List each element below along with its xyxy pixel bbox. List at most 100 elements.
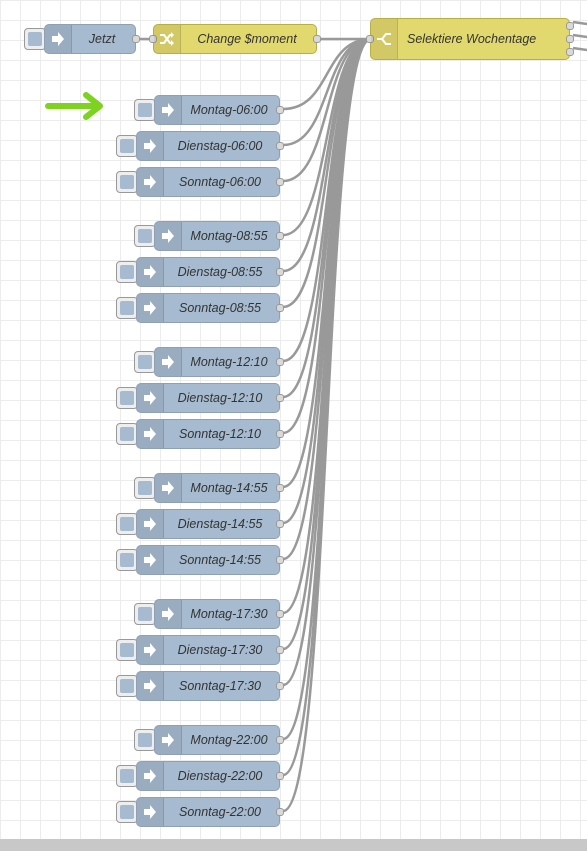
arrow-in-icon [137,762,164,790]
output-port[interactable] [276,556,284,564]
inject-node[interactable]: Dienstag-08:55 [136,257,284,287]
input-port[interactable] [366,35,374,43]
wire [282,37,372,309]
output-port[interactable] [276,430,284,438]
output-port-1[interactable] [566,22,574,30]
node-label: Sonntag-06:00 [178,175,261,189]
node-label: Change $moment [197,32,297,46]
output-port-3[interactable] [566,48,574,56]
inject-node[interactable]: Sonntag-22:00 [136,797,284,827]
arrow-in-icon [137,132,164,160]
wire [282,37,372,741]
inject-node[interactable]: Montag-08:55 [154,221,284,251]
inject-trigger-button[interactable] [116,171,138,193]
output-port[interactable] [276,178,284,186]
arrow-in-icon [137,258,164,286]
inject-node[interactable]: Montag-14:55 [154,473,284,503]
inject-node[interactable]: Sonntag-14:55 [136,545,284,575]
inject-trigger-button[interactable] [116,423,138,445]
inject-trigger-button[interactable] [116,261,138,283]
inject-trigger-button[interactable] [116,513,138,535]
inject-node[interactable]: Sonntag-06:00 [136,167,284,197]
inject-node[interactable]: Montag-06:00 [154,95,284,125]
node-label: Sonntag-14:55 [178,553,261,567]
output-port[interactable] [132,35,140,43]
inject-trigger-button[interactable] [116,387,138,409]
output-port[interactable] [313,35,321,43]
inject-trigger-button[interactable] [134,351,156,373]
workspace-scrollbar[interactable] [0,839,587,851]
inject-node[interactable]: Montag-17:30 [154,599,284,629]
output-port[interactable] [276,736,284,744]
node-label: Dienstag-14:55 [177,517,263,531]
arrow-in-icon [155,600,182,628]
arrow-in-icon [155,348,182,376]
inject-node-jetzt[interactable]: Jetzt [44,24,140,54]
output-port[interactable] [276,268,284,276]
switch-icon [371,19,398,59]
arrow-in-icon [137,546,164,574]
node-label: Montag-22:00 [190,733,268,747]
output-port[interactable] [276,682,284,690]
inject-trigger-button[interactable] [116,765,138,787]
output-port[interactable] [276,304,284,312]
node-label: Montag-06:00 [190,103,268,117]
output-port[interactable] [276,772,284,780]
input-port[interactable] [149,35,157,43]
inject-node[interactable]: Montag-12:10 [154,347,284,377]
inject-trigger-button[interactable] [134,225,156,247]
inject-trigger-button[interactable] [116,639,138,661]
output-port-2[interactable] [566,35,574,43]
inject-node[interactable]: Sonntag-12:10 [136,419,284,449]
inject-trigger-button[interactable] [116,801,138,823]
node-label: Jetzt [88,32,116,46]
inject-node[interactable]: Dienstag-22:00 [136,761,284,791]
green-arrow-icon [45,92,103,120]
inject-trigger-button[interactable] [134,603,156,625]
inject-node[interactable]: Dienstag-17:30 [136,635,284,665]
arrow-in-icon [155,726,182,754]
wire [282,37,372,399]
inject-trigger-button[interactable] [116,549,138,571]
inject-trigger-button[interactable] [116,135,138,157]
inject-trigger-button[interactable] [116,297,138,319]
inject-node[interactable]: Dienstag-06:00 [136,131,284,161]
output-port[interactable] [276,484,284,492]
inject-trigger-button[interactable] [116,675,138,697]
output-port[interactable] [276,610,284,618]
wire [572,33,587,39]
output-port[interactable] [276,106,284,114]
output-port[interactable] [276,808,284,816]
wire [282,37,372,777]
change-node-moment[interactable]: Change $moment [149,24,321,54]
node-label: Dienstag-12:10 [177,391,263,405]
output-port[interactable] [276,394,284,402]
output-port[interactable] [276,232,284,240]
node-label: Montag-12:10 [190,355,268,369]
arrow-in-icon [155,474,182,502]
inject-trigger-button[interactable] [134,477,156,499]
inject-node[interactable]: Sonntag-08:55 [136,293,284,323]
output-port[interactable] [276,358,284,366]
wire [282,37,372,273]
arrow-in-icon [137,420,164,448]
inject-node[interactable]: Sonntag-17:30 [136,671,284,701]
inject-trigger-button[interactable] [134,729,156,751]
inject-node[interactable]: Montag-22:00 [154,725,284,755]
node-label: Dienstag-08:55 [177,265,263,279]
arrow-in-icon [155,96,182,124]
output-port[interactable] [276,520,284,528]
arrow-in-icon [137,672,164,700]
output-port[interactable] [276,142,284,150]
inject-trigger-button[interactable] [134,99,156,121]
switch-node-weekdays[interactable]: Selektiere Wochentage [366,18,574,60]
wire [282,37,372,615]
wire [282,37,372,183]
inject-node[interactable]: Dienstag-14:55 [136,509,284,539]
inject-node[interactable]: Dienstag-12:10 [136,383,284,413]
output-port[interactable] [276,646,284,654]
wire [282,37,372,147]
inject-trigger-button[interactable] [24,28,46,50]
